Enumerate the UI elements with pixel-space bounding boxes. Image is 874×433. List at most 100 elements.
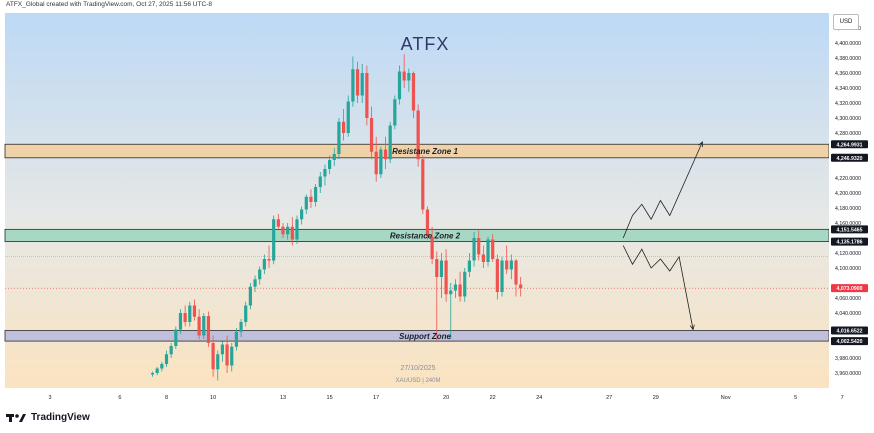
candle[interactable]	[416, 104, 420, 167]
candle[interactable]	[430, 226, 434, 265]
candle[interactable]	[164, 350, 169, 368]
candle[interactable]	[505, 245, 509, 275]
candle[interactable]	[365, 65, 369, 126]
candle[interactable]	[500, 256, 504, 297]
candle[interactable]	[188, 301, 192, 327]
candle[interactable]	[439, 253, 444, 298]
projection-down-path[interactable]	[622, 245, 694, 330]
time-tick-label: 6	[118, 395, 121, 401]
candle[interactable]	[178, 309, 183, 334]
candle-body	[253, 279, 257, 287]
candle[interactable]	[169, 343, 173, 358]
candle[interactable]	[192, 299, 197, 321]
candle[interactable]	[258, 266, 262, 285]
candle[interactable]	[402, 54, 406, 88]
candle-body	[244, 305, 248, 322]
candle[interactable]	[290, 217, 294, 246]
candle[interactable]	[449, 283, 453, 340]
candle-body	[174, 329, 178, 346]
candle-body	[188, 305, 192, 322]
candle[interactable]	[388, 121, 392, 163]
candle[interactable]	[355, 61, 360, 103]
candle[interactable]	[318, 172, 322, 193]
candle[interactable]	[397, 65, 402, 105]
candle[interactable]	[230, 343, 234, 372]
candle[interactable]	[467, 253, 471, 277]
candle[interactable]	[341, 109, 346, 141]
price-scale-background[interactable]	[829, 13, 870, 388]
candle[interactable]	[425, 206, 430, 240]
candle[interactable]	[472, 232, 476, 267]
candle[interactable]	[304, 194, 308, 215]
candle-body	[500, 260, 504, 292]
candle[interactable]	[481, 245, 485, 269]
candle-body	[225, 344, 229, 366]
candle[interactable]	[206, 311, 211, 347]
candle[interactable]	[369, 106, 374, 160]
candle[interactable]	[351, 56, 355, 107]
candle[interactable]	[411, 71, 416, 119]
candle[interactable]	[281, 223, 285, 238]
candle[interactable]	[346, 95, 350, 137]
candle[interactable]	[262, 254, 266, 275]
candle[interactable]	[225, 335, 229, 374]
candle-body	[164, 354, 169, 364]
candle[interactable]	[150, 371, 155, 377]
candle[interactable]	[458, 271, 462, 302]
candle[interactable]	[174, 326, 178, 350]
candle[interactable]	[267, 245, 271, 269]
candle[interactable]	[477, 230, 481, 261]
currency-label[interactable]: USD	[833, 14, 859, 30]
candle[interactable]	[276, 214, 280, 231]
candle[interactable]	[323, 164, 327, 186]
candle[interactable]	[393, 95, 397, 130]
candle[interactable]	[486, 236, 490, 267]
candle[interactable]	[495, 254, 499, 300]
candle[interactable]	[295, 215, 299, 245]
candle[interactable]	[379, 146, 383, 179]
candle[interactable]	[514, 259, 518, 297]
atfx-logo: ATFX	[401, 34, 450, 54]
lines-layer	[5, 256, 829, 289]
candle[interactable]	[332, 148, 336, 166]
candle[interactable]	[197, 309, 201, 340]
candle-body	[332, 154, 336, 160]
candle[interactable]	[220, 341, 225, 362]
candle[interactable]	[519, 277, 523, 297]
projection-up-path[interactable]	[622, 141, 703, 239]
candle[interactable]	[453, 279, 458, 298]
candle[interactable]	[328, 155, 332, 175]
candle-body	[425, 209, 430, 237]
candle[interactable]	[239, 319, 243, 337]
candle[interactable]	[253, 275, 257, 293]
candle[interactable]	[216, 350, 220, 381]
candle[interactable]	[183, 305, 187, 327]
candle-body	[295, 219, 299, 240]
candle[interactable]	[444, 249, 448, 302]
candle[interactable]	[435, 251, 439, 341]
candle[interactable]	[407, 68, 411, 92]
candle[interactable]	[211, 335, 215, 377]
candle[interactable]	[463, 268, 467, 302]
candle[interactable]	[234, 328, 238, 351]
candle[interactable]	[300, 206, 304, 225]
candle[interactable]	[286, 223, 290, 240]
candle[interactable]	[248, 283, 252, 310]
candle[interactable]	[244, 301, 248, 327]
candle[interactable]	[314, 184, 318, 207]
candle[interactable]	[360, 64, 364, 103]
candle[interactable]	[309, 189, 313, 208]
candle[interactable]	[491, 234, 495, 262]
candle[interactable]	[421, 155, 425, 215]
candle[interactable]	[155, 367, 159, 376]
candle[interactable]	[160, 361, 164, 372]
candle[interactable]	[272, 215, 276, 265]
price-label: 4,135.1786	[837, 240, 863, 246]
price-tick-label: 4,220.0000	[835, 176, 861, 182]
candle[interactable]	[202, 313, 206, 340]
candle[interactable]	[509, 254, 513, 280]
candle[interactable]	[383, 136, 388, 169]
candle[interactable]	[337, 118, 341, 160]
candle[interactable]	[374, 136, 378, 182]
